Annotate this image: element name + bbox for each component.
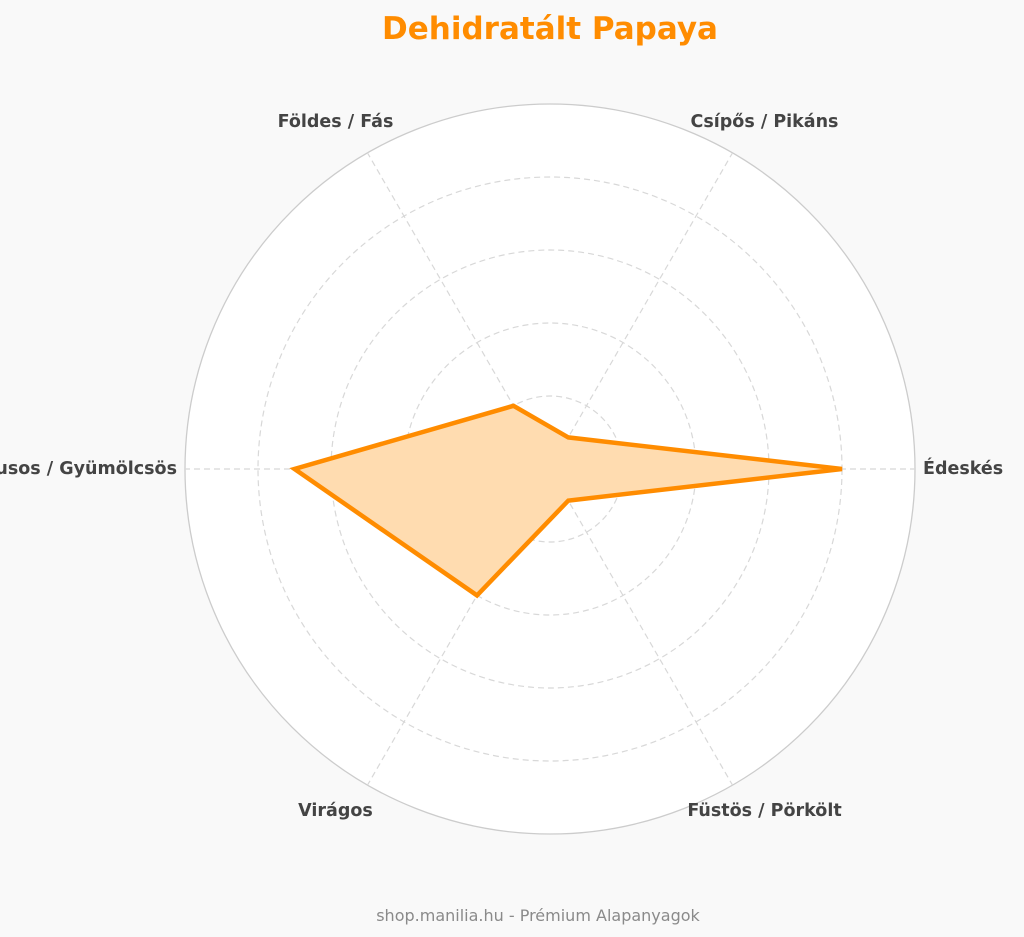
axis-label-3: Földes / Fás bbox=[278, 112, 394, 132]
spoke-6 bbox=[549, 468, 734, 786]
axis-label-6: Füstös / Pörkölt bbox=[687, 801, 841, 821]
series-layer bbox=[289, 403, 843, 599]
chart-title: Dehidratált Papaya bbox=[382, 11, 718, 47]
footer-credit: shop.manilia.hu - Prémium Alapanyagok bbox=[376, 906, 700, 925]
axis-label-4: Citrusos / Gyümölcsös bbox=[0, 459, 177, 479]
axis-labels: Édeskés Csípős / Pikáns Földes / Fás Citrus… bbox=[0, 112, 1003, 821]
spoke-2 bbox=[549, 152, 734, 470]
axis-label-5: Virágos bbox=[298, 801, 373, 821]
axis-label-2: Csípős / Pikáns bbox=[691, 112, 839, 132]
axis-label-1: Édeskés bbox=[923, 457, 1003, 479]
